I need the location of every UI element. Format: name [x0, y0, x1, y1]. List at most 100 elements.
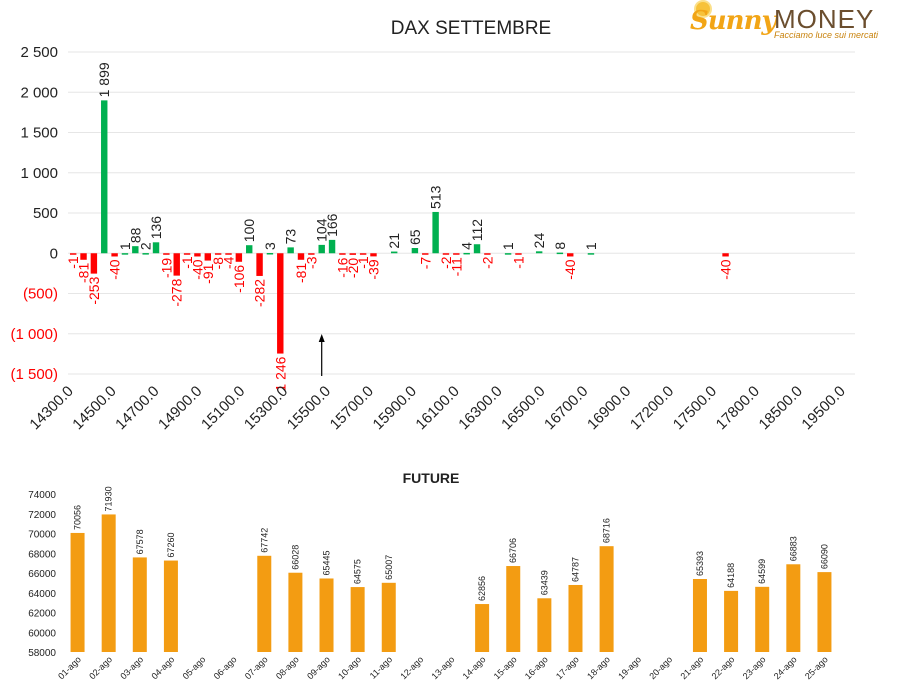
x-tick-label: 19500.0	[798, 383, 848, 433]
x-tick-label: 13-ago	[430, 654, 457, 681]
x-tick-label: 16100.0	[412, 383, 462, 433]
data-label: 1	[500, 242, 516, 250]
bar	[266, 253, 274, 255]
bar	[328, 239, 336, 254]
data-label: 66028	[290, 545, 300, 570]
x-tick-label: 15300.0	[241, 383, 291, 433]
bar	[755, 586, 770, 652]
chart-title: FUTURE	[403, 470, 460, 486]
data-label: -278	[169, 278, 185, 306]
x-tick-label: 17500.0	[670, 383, 720, 433]
x-tick-label: 16700.0	[541, 383, 591, 433]
x-tick-label: 18500.0	[756, 383, 806, 433]
data-label: -91	[200, 263, 216, 283]
bar	[473, 244, 481, 254]
bar	[111, 253, 118, 257]
data-label: 8	[552, 242, 568, 250]
data-label: 104	[314, 218, 330, 242]
bar	[506, 566, 521, 652]
x-tick-label: 22-ago	[710, 654, 737, 681]
x-tick-label: 15-ago	[492, 654, 519, 681]
bar	[556, 252, 564, 255]
bar	[724, 590, 739, 652]
x-tick-label: 20-ago	[647, 654, 674, 681]
x-tick-label: 15100.0	[198, 383, 248, 433]
data-label: 1 899	[96, 62, 112, 97]
bar	[101, 514, 116, 652]
bar	[722, 253, 729, 257]
x-tick-label: 18-ago	[585, 654, 612, 681]
data-label: -40	[107, 259, 123, 279]
data-label: 1	[117, 242, 133, 250]
data-label: 3	[262, 242, 278, 250]
bar	[370, 253, 377, 257]
y-tick-label: 70000	[28, 530, 56, 541]
bar	[463, 252, 470, 255]
logo-tagline: Facciamo luce sui mercati	[774, 30, 879, 40]
chart-title: DAX SETTEMBRE	[391, 18, 551, 39]
y-tick-label: 72000	[28, 510, 56, 521]
bar	[80, 253, 87, 260]
data-label: 63439	[539, 570, 549, 595]
bar	[69, 253, 77, 255]
brand-logo: Sunny MONEY Facciamo luce sui mercati	[690, 2, 890, 44]
x-tick-label: 17800.0	[713, 383, 763, 433]
data-label: -81	[76, 263, 92, 283]
data-label: 66706	[508, 538, 518, 563]
data-label: 62856	[477, 576, 487, 601]
bar	[121, 253, 129, 255]
data-label: -8	[210, 257, 226, 270]
bar	[288, 572, 303, 652]
bar	[442, 253, 450, 255]
x-tick-label: 14700.0	[112, 383, 162, 433]
y-tick-label: 2 500	[20, 44, 58, 61]
x-tick-label: 10-ago	[336, 654, 363, 681]
data-label: 1 246	[272, 356, 288, 391]
x-tick-label: 14-ago	[461, 654, 488, 681]
data-label: -282	[252, 279, 268, 307]
y-tick-label: 60000	[28, 628, 56, 639]
x-tick-label: 07-ago	[243, 654, 270, 681]
bar	[390, 251, 398, 254]
bar	[411, 248, 419, 254]
data-label: -106	[231, 265, 247, 293]
y-tick-label: 62000	[28, 609, 56, 620]
data-label: 65007	[384, 555, 394, 580]
data-label: -1	[65, 256, 81, 269]
dax-settembre-chart: DAX SETTEMBRE 2 500 2 000 1 500 1 000 500 0 (50…	[10, 18, 855, 433]
data-label: 513	[428, 185, 444, 209]
x-tick-label: 02-ago	[87, 654, 114, 681]
data-label: -81	[293, 263, 309, 283]
data-label: -2	[479, 256, 495, 269]
data-label: -40	[189, 259, 205, 279]
data-label: 112	[469, 219, 485, 242]
bar	[692, 578, 707, 652]
x-tick-label: 05-ago	[181, 654, 208, 681]
bar	[422, 253, 429, 255]
bar	[163, 560, 178, 652]
future-chart: FUTURE 74000 72000 70000 68000 66000 64000 6200…	[28, 470, 832, 681]
data-label: -2	[438, 256, 454, 269]
data-label: 66090	[819, 544, 829, 569]
y-tick-label: 2 000	[20, 84, 58, 101]
bar	[432, 211, 439, 254]
data-label: 67260	[166, 533, 176, 558]
bar	[599, 546, 614, 652]
x-tick-label: 17200.0	[627, 383, 677, 433]
data-label: 65	[407, 229, 423, 245]
x-tick-label: 21-ago	[678, 654, 705, 681]
y-tick-label: (1 500)	[10, 366, 58, 383]
data-label: 64575	[353, 559, 363, 584]
x-tick-label: 25-ago	[803, 654, 830, 681]
bar	[568, 584, 583, 652]
bar	[257, 555, 272, 652]
bar	[225, 253, 232, 255]
logo-sunny-text: Sunny	[690, 6, 777, 36]
x-tick-label: 03-ago	[118, 654, 145, 681]
data-label: -1	[510, 256, 526, 269]
x-tick-label: 14300.0	[26, 383, 76, 433]
bar	[246, 245, 253, 254]
x-tick-label: 14500.0	[69, 383, 119, 433]
x-tick-label: 09-ago	[305, 654, 332, 681]
data-label: 166	[324, 213, 340, 237]
